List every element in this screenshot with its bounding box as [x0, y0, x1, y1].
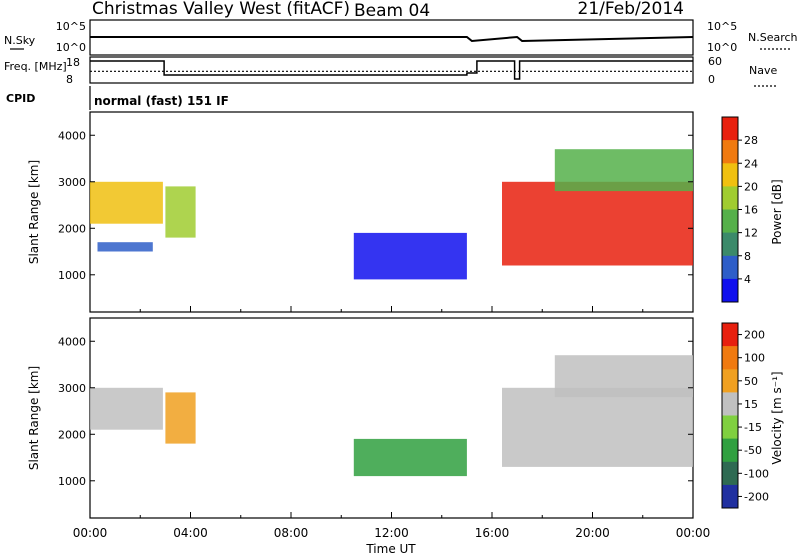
velocity-ytick-label-0: 1000	[58, 475, 86, 488]
velocity-ytick-label-2: 3000	[58, 382, 86, 395]
noise-panel: N.Sky 10^5 10^0 10^5 10^0 N.Search	[4, 19, 798, 56]
power-cbar-ticklabel-5: 24	[744, 157, 758, 170]
xtick-label-6: 00:00	[676, 526, 711, 540]
velocity-axes: 1000 2000 3000 4000	[58, 335, 694, 518]
power-region-1	[165, 186, 196, 238]
power-cbar-seg-3	[722, 186, 738, 210]
xtick-label-0: 00:00	[73, 526, 108, 540]
velocity-region-2	[353, 438, 467, 477]
velocity-panel: 1000 2000 3000 4000 Slant Range [km] 200 100…	[27, 317, 784, 554]
power-ytick-label-3: 4000	[58, 129, 86, 142]
noise-ytick-right-top: 10^5	[707, 20, 737, 33]
power-ylabel: Slant Range [km]	[27, 160, 41, 264]
velocity-colorbar: 200 100 50 15 -15 -50 -100 -200	[721, 322, 769, 509]
cpid-label: CPID	[6, 92, 35, 105]
velocity-ytick-label-3: 4000	[58, 335, 86, 348]
noise-series-line-0	[90, 35, 694, 43]
velocity-cbar-seg-0	[722, 323, 738, 347]
power-region-4	[502, 181, 693, 266]
freq-ylabel-left: Freq. [MHz]	[4, 60, 67, 73]
date-label: 21/Feb/2014	[578, 0, 684, 19]
figure-title: Christmas Valley West (fitACF)	[92, 0, 350, 19]
power-region-3	[353, 232, 467, 280]
velocity-region-4	[554, 355, 693, 398]
freq-series	[90, 60, 693, 80]
freq-panel-frame	[89, 56, 694, 84]
velocity-region-1	[165, 392, 196, 444]
velocity-cbar-ticklabel-3: 15	[744, 398, 758, 411]
power-region-0	[90, 181, 163, 224]
noise-ytick-right-bottom: 10^0	[707, 41, 737, 54]
freq-ytick-right-top: 60	[708, 55, 722, 68]
power-ytick-label-0: 1000	[58, 269, 86, 282]
velocity-region-3	[502, 387, 693, 467]
power-cbar-ticklabel-4: 20	[744, 180, 758, 193]
velocity-ylabel: Slant Range [km]	[27, 366, 41, 470]
freq-panel: Freq. [MHz] 18 8 60 0 Nave	[4, 55, 778, 87]
power-panel: 1000 2000 3000 4000 Slant Range [km] 4 8 12 16…	[27, 111, 784, 313]
freq-ylabel-right: Nave	[749, 64, 777, 77]
power-region-5	[554, 149, 693, 192]
velocity-cbar-ticklabel-0: 200	[744, 329, 765, 342]
power-cbar-ticklabel-3: 16	[744, 204, 758, 217]
velocity-cbar-ticklabel-4: -15	[744, 421, 762, 434]
power-cbar-seg-7	[722, 278, 738, 303]
power-axes: 1000 2000 3000 4000	[58, 129, 694, 312]
freq-ytick-left-bottom: 8	[66, 73, 73, 86]
power-cbar-ticklabel-1: 8	[744, 250, 751, 263]
power-cbar-ticklabel-0: 4	[744, 273, 751, 286]
xtick-label-5: 20:00	[575, 526, 610, 540]
noise-ytick-left-top: 10^5	[56, 20, 86, 33]
velocity-cbar-ticklabel-1: 100	[744, 352, 765, 365]
power-cbar-seg-0	[722, 117, 738, 141]
noise-ylabel-right: N.Search	[748, 31, 798, 44]
xtick-label-4: 16:00	[475, 526, 510, 540]
velocity-cbar-label: Velocity [m s⁻¹]	[770, 371, 784, 464]
xtick-label-2: 08:00	[274, 526, 309, 540]
power-cbar-seg-6	[722, 255, 738, 280]
power-cbar-ticklabel-6: 28	[744, 134, 758, 147]
cpid-row: CPID normal (fast) 151 IF	[6, 86, 229, 110]
power-colorbar: 4 8 12 16 20 24 28	[721, 116, 758, 303]
velocity-data	[90, 355, 693, 477]
x-axis-label: Time UT	[365, 542, 416, 554]
velocity-region-0	[90, 387, 163, 430]
xtick-label-3: 12:00	[374, 526, 409, 540]
power-cbar-seg-2	[722, 163, 738, 187]
power-cbar-ticklabel-2: 12	[744, 227, 758, 240]
velocity-ytick-label-1: 2000	[58, 428, 86, 441]
power-cbar-seg-4	[722, 209, 738, 234]
power-ytick-label-2: 3000	[58, 176, 86, 189]
power-cbar-seg-1	[722, 140, 738, 164]
power-data	[90, 149, 693, 280]
velocity-cbar-frame	[721, 322, 739, 509]
freq-ytick-left-top: 18	[66, 56, 80, 69]
freq-ytick-right-bottom: 0	[708, 73, 715, 86]
velocity-cbar-seg-7	[722, 484, 738, 509]
noise-ylabel-left: N.Sky	[4, 34, 36, 47]
velocity-cbar-seg-3	[722, 392, 738, 416]
velocity-cbar-ticklabel-2: 50	[744, 375, 758, 388]
velocity-cbar-ticklabel-6: -100	[744, 467, 769, 480]
power-ytick-label-1: 2000	[58, 222, 86, 235]
noise-series	[90, 35, 694, 43]
cpid-value: normal (fast) 151 IF	[94, 94, 229, 108]
freq-series-line-0	[90, 60, 693, 80]
velocity-cbar-ticklabel-7: -200	[744, 490, 769, 503]
velocity-xticks: 00:00 04:00 08:00 12:00 16:00 20:00 00:00	[73, 526, 711, 540]
velocity-cbar-seg-1	[722, 346, 738, 370]
power-cbar-seg-5	[722, 232, 738, 257]
noise-ytick-left-bottom: 10^0	[56, 41, 86, 54]
velocity-cbar-seg-6	[722, 461, 738, 486]
velocity-cbar-seg-4	[722, 415, 738, 440]
velocity-cbar-seg-2	[722, 369, 738, 393]
velocity-cbar-ticklabel-5: -50	[744, 444, 762, 457]
xtick-label-1: 04:00	[173, 526, 208, 540]
velocity-cbar-seg-5	[722, 438, 738, 463]
power-cbar-label: Power [dB]	[770, 179, 784, 244]
beam-label: Beam 04	[354, 1, 430, 21]
power-region-2	[97, 242, 153, 252]
